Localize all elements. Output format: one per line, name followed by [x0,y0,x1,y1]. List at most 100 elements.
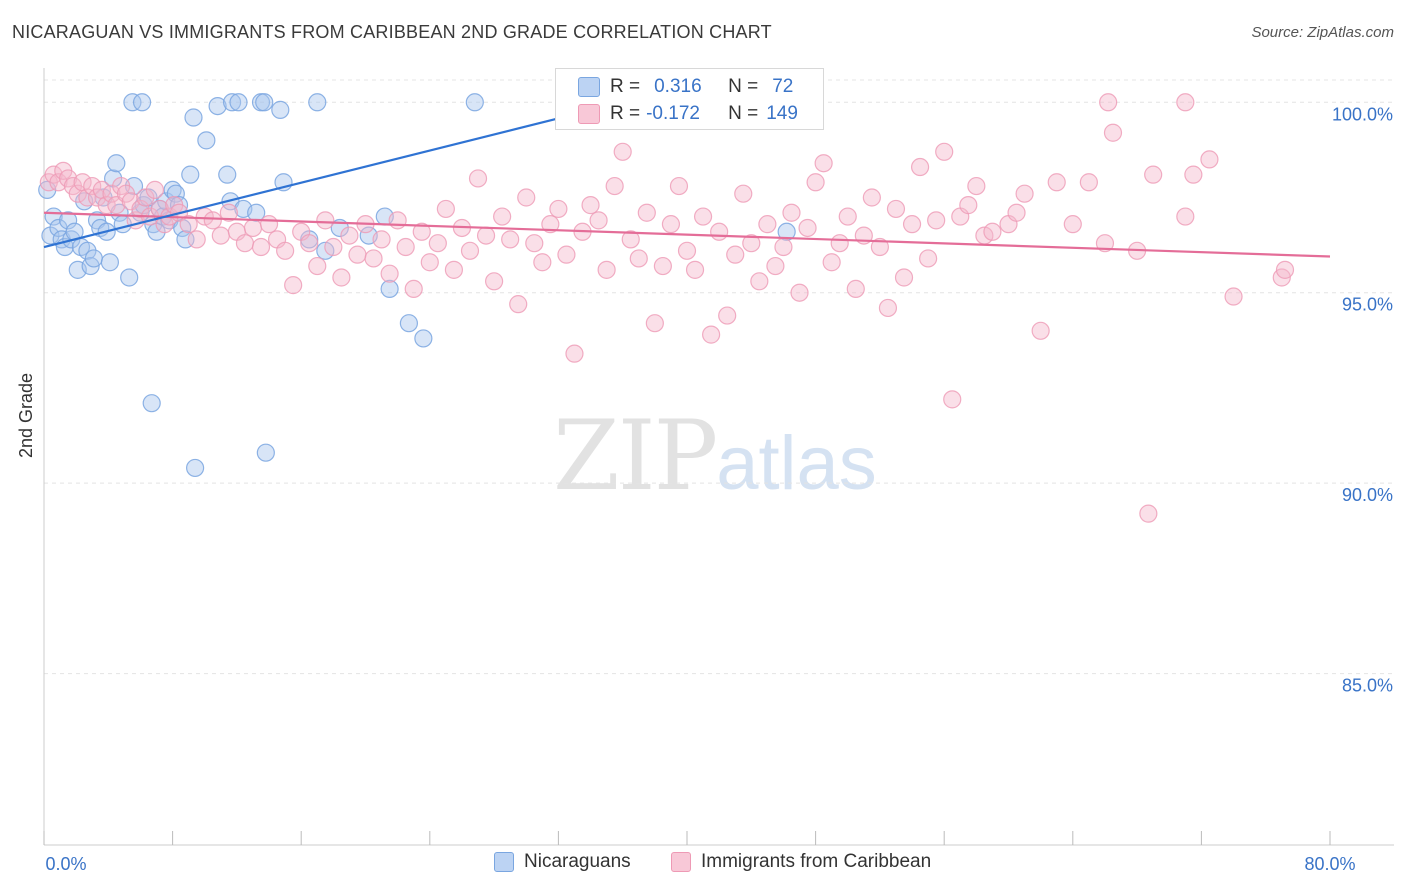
caribbean-point [822,253,841,272]
caribbean-point [332,268,351,287]
caribbean-point [846,279,865,299]
nicaraguan-point [84,249,103,268]
caribbean-point [509,295,528,314]
nicaraguan-point [181,165,200,184]
nicaraguan-point [132,93,152,112]
caribbean-point [565,344,584,363]
series-legend: Nicaraguans Immigrants from Caribbean [0,851,1406,877]
nicaraguan-point [120,268,139,287]
caribbean-point [83,176,102,196]
legend-row-nicaraguans: R = 0.316 N = 72 [578,75,793,99]
caribbean-point [49,173,68,192]
caribbean-point [1176,93,1195,112]
legend-n-value: 72 [772,76,794,97]
nicaraguan-point [222,93,242,112]
caribbean-point [967,176,986,196]
caribbean-point [396,237,415,257]
axis-layer [43,68,1394,846]
legend-item-caribbean[interactable]: Immigrants from Caribbean [671,851,931,873]
caribbean-point [557,245,576,264]
caribbean-point [910,157,930,177]
caribbean-point [372,230,391,249]
caribbean-point [251,237,271,257]
caribbean-point [1031,321,1050,340]
caribbean-point [629,249,648,268]
caribbean-point [420,253,439,272]
legend-r-label: R = [610,76,641,97]
legend-item-nicaraguans[interactable]: Nicaraguans [494,851,631,873]
caribbean-point [219,203,238,222]
caribbean-point [669,176,689,196]
y-tick-label: 95.0% [1342,295,1393,315]
caribbean-point [935,142,954,161]
nicaraguan-point [308,93,327,112]
caribbean-point [653,256,672,276]
nicaraguan-point [777,222,796,241]
caribbean-point [902,215,922,234]
nicaraguan-point [166,184,185,203]
nicaraguan-point [123,93,142,112]
caribbean-point [340,226,359,245]
caribbean-point [798,218,817,238]
caribbean-point [533,253,552,272]
y-tick-label: 100.0% [1332,104,1393,124]
series-immigrants-from-caribbean [39,93,1295,523]
nicaraguan-point [186,458,205,478]
caribbean-point [959,196,978,215]
nicaraguan-point [107,154,126,173]
caribbean-point [179,215,198,234]
caribbean-point [621,230,640,249]
legend-label-caribbean: Immigrants from Caribbean [701,851,932,872]
nicaraguan-point [229,93,248,112]
caribbean-point [1095,234,1115,253]
caribbean-point [1275,260,1295,279]
caribbean-point [750,272,769,291]
caribbean-point [581,196,600,215]
nicaraguan-point [465,93,484,112]
caribbean-point [348,245,367,264]
caribbean-point [1047,173,1066,192]
nicaraguan-trendline [43,101,623,249]
nicaraguan-point [399,314,419,333]
nicaraguan-point [78,241,97,260]
caribbean-point [388,211,407,230]
legend-swatch-pink [671,852,691,872]
caribbean-trendline [43,211,1331,258]
caribbean-point [412,222,431,241]
caribbean-point [597,260,616,279]
nicaraguan-point [256,443,275,462]
caribbean-point [300,234,319,253]
nicaraguan-point [208,96,227,116]
caribbean-point [428,234,447,253]
caribbean-point [525,234,544,253]
source-label: Source: ZipAtlas.com [1251,24,1394,41]
chart-title: NICARAGUAN VS IMMIGRANTS FROM CARIBBEAN … [12,22,772,42]
caribbean-point [501,230,520,249]
nicaraguan-point [142,394,161,413]
caribbean-point [364,249,383,268]
y-tick-label: 85.0% [1342,676,1393,696]
legend-swatch-blue [494,852,514,872]
caribbean-point [97,196,116,215]
caribbean-point [927,211,946,230]
caribbean-point [1184,165,1203,184]
legend-label-nicaraguans: Nicaraguans [524,851,631,872]
nicaraguan-point [59,211,78,230]
caribbean-point [460,241,480,260]
caribbean-point [131,199,150,219]
nicaraguan-point [218,165,237,184]
caribbean-point [878,298,898,318]
caribbean-point [436,199,455,219]
caribbean-point [605,176,624,196]
nicaraguan-point [380,279,399,299]
caribbean-point [1063,215,1082,234]
caribbean-point [1144,165,1163,184]
legend-n-value: 149 [766,103,798,124]
caribbean-point [485,272,504,291]
trend-layer [43,101,1331,258]
caribbean-point [830,234,849,253]
caribbean-point [1176,207,1195,226]
nicaraguan-point [184,108,203,127]
caribbean-point [894,268,914,287]
